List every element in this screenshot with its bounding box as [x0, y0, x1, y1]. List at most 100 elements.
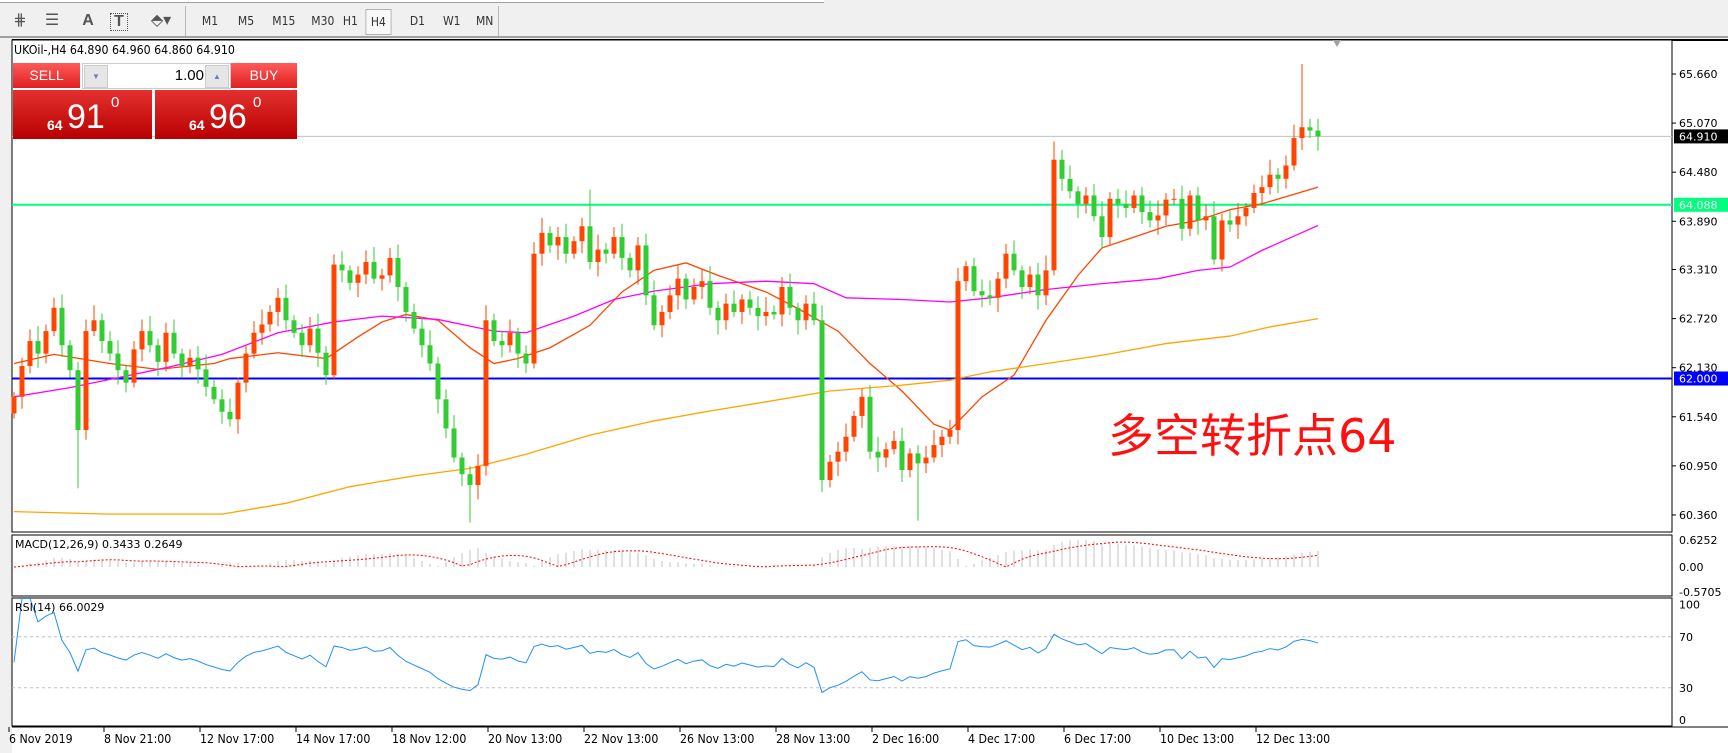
candle-body — [283, 297, 289, 321]
level-label-support: 62.000 — [1679, 373, 1718, 386]
candle — [403, 282, 409, 322]
timeframe-h1[interactable]: H1 — [342, 14, 358, 28]
buy-button[interactable]: BUY — [231, 63, 297, 88]
x-tick-label: 8 Nov 21:00 — [104, 732, 171, 747]
candle-body — [443, 399, 449, 429]
text-label-icon[interactable]: T — [110, 13, 128, 31]
elliott-wave-icon[interactable]: ⋕ — [13, 12, 27, 29]
timeframe-h4[interactable]: H4 — [365, 9, 392, 35]
toolbar-separator — [185, 6, 186, 36]
candle — [115, 340, 121, 385]
candle — [499, 331, 505, 358]
candle — [699, 269, 705, 299]
candle-body — [827, 461, 833, 481]
timeframe-m30[interactable]: M30 — [311, 14, 335, 28]
candle-body — [91, 320, 97, 332]
timeframe-w1[interactable]: W1 — [442, 14, 461, 28]
candle-body — [1147, 212, 1153, 221]
candle-body — [891, 440, 897, 450]
chart-shift-marker-icon — [1333, 40, 1341, 47]
timeframe-m5[interactable]: M5 — [237, 14, 255, 28]
candle — [651, 280, 657, 331]
candle-body — [923, 457, 929, 464]
candle-body — [835, 451, 841, 462]
candle-body — [1091, 195, 1097, 217]
candle-body — [1291, 138, 1297, 166]
text-icon[interactable]: A — [82, 12, 94, 29]
candle — [43, 324, 49, 364]
candle — [1243, 202, 1249, 226]
candle-body — [227, 411, 233, 420]
candle-body — [339, 264, 345, 271]
timeframe-m15[interactable]: M15 — [272, 14, 296, 28]
candle-body — [1171, 198, 1177, 200]
timeframe-d1[interactable]: D1 — [409, 14, 426, 28]
moving-average-fast — [13, 186, 1319, 431]
candle — [1235, 202, 1241, 239]
candle-body — [587, 226, 593, 263]
candle — [779, 277, 785, 327]
candle — [875, 436, 881, 472]
rsi-tick-label: 100 — [1679, 599, 1700, 612]
lot-size-input[interactable]: 1.00 — [174, 67, 204, 84]
candle — [67, 340, 73, 378]
candle-body — [659, 311, 665, 326]
candle-body — [995, 278, 1001, 298]
candle-body — [779, 286, 785, 315]
candle-body — [907, 453, 913, 471]
candle — [907, 448, 913, 478]
candle — [83, 319, 89, 440]
timeframe-mn[interactable]: MN — [475, 14, 494, 28]
candle — [515, 327, 521, 368]
candle-body — [619, 237, 625, 258]
y-tick-label: 63.890 — [1679, 215, 1718, 228]
candle-body — [795, 307, 801, 321]
candle — [1147, 200, 1153, 228]
candle-body — [395, 257, 401, 287]
candle — [315, 313, 321, 368]
sell-button[interactable]: SELL — [13, 63, 80, 88]
candle — [1051, 141, 1057, 276]
candle-body — [539, 232, 545, 254]
candle — [235, 377, 241, 434]
candle-body — [1195, 195, 1201, 221]
candle-body — [163, 332, 169, 362]
sell-price[interactable]: 64 91 0 — [13, 90, 152, 139]
arrows-icon[interactable]: ⬘▾ — [150, 12, 172, 29]
candle-body — [507, 332, 513, 346]
candle-body — [291, 320, 297, 333]
candle — [1315, 118, 1321, 151]
candle — [1187, 190, 1193, 237]
candle-body — [699, 281, 705, 287]
x-tick-label: 12 Dec 13:00 — [1256, 732, 1330, 747]
candle — [419, 316, 425, 358]
candle — [555, 227, 561, 260]
y-tick-label: 60.950 — [1679, 460, 1718, 473]
candle — [675, 265, 681, 310]
candle-body — [179, 353, 185, 367]
sell-price-fraction: 0 — [111, 94, 120, 111]
candle-body — [491, 320, 497, 342]
candle — [867, 385, 873, 460]
lot-decrease-button[interactable]: ▼ — [84, 65, 108, 88]
candle-body — [59, 307, 65, 346]
candle — [835, 441, 841, 477]
chart-annotation: 多空转折点64 — [1108, 409, 1397, 463]
candle-body — [115, 353, 121, 371]
candle — [547, 226, 553, 253]
candle — [859, 388, 865, 428]
lot-size-stepper[interactable]: ▼ 1.00 ▲ — [82, 63, 231, 89]
candle — [1027, 266, 1033, 295]
fibonacci-fan-icon[interactable]: ☰ — [44, 12, 60, 29]
candle — [323, 346, 329, 385]
timeframe-m1[interactable]: M1 — [201, 14, 219, 28]
candle-body — [899, 440, 905, 471]
y-tick-label: 62.720 — [1679, 313, 1718, 326]
candle-body — [403, 286, 409, 312]
candle-body — [971, 266, 977, 292]
chart-header: UKOil-,H4 64.890 64.960 64.860 64.910 — [14, 43, 235, 57]
lot-increase-button[interactable]: ▲ — [205, 65, 229, 88]
buy-price[interactable]: 64 96 0 — [155, 90, 297, 139]
candle — [851, 410, 857, 442]
macd-signal-line — [13, 541, 1319, 568]
